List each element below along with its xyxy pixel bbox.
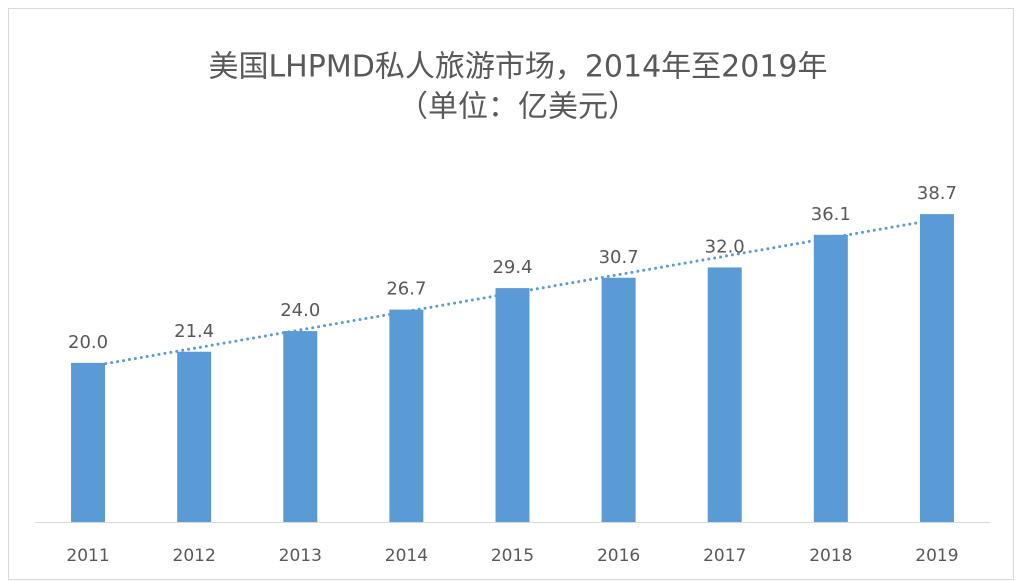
x-tick-label: 2011 [66,546,109,566]
value-label: 36.1 [811,204,851,225]
x-tick-label: 2015 [491,546,534,566]
trendline [86,217,939,369]
x-tick-label: 2019 [915,546,958,566]
value-label: 30.7 [599,247,639,268]
value-label: 21.4 [174,321,214,342]
x-tick-label: 2013 [279,546,322,566]
value-label: 20.0 [68,332,108,353]
x-tick-label: 2014 [385,546,428,566]
bar [707,267,742,522]
bar [601,277,636,522]
bar [389,309,424,522]
chart-title: 美国LHPMD私人旅游市场，2014年至2019年 [208,50,827,85]
x-tick-label: 2016 [597,546,640,566]
value-label: 32.0 [705,236,745,257]
x-tick-label: 2018 [809,546,852,566]
bar [177,351,212,522]
value-label: 29.4 [492,257,532,278]
chart-subtitle: （单位：亿美元） [398,90,638,125]
bar [919,214,954,522]
x-tick-label: 2012 [173,546,216,566]
bar [283,331,318,522]
x-tick-label: 2017 [703,546,746,566]
bar [813,234,848,522]
value-label: 24.0 [280,300,320,321]
bar [71,362,106,522]
value-label: 38.7 [917,183,957,204]
bar [495,288,530,522]
value-label: 26.7 [386,279,426,300]
